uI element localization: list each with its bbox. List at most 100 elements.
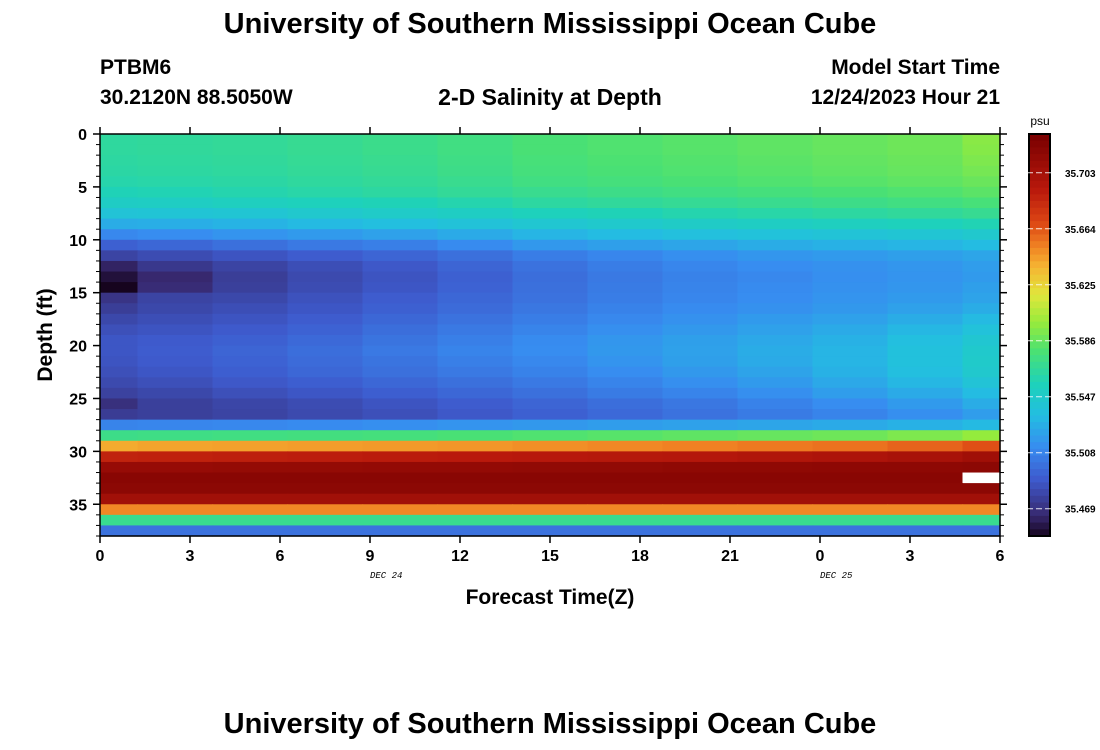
heatmap-cell xyxy=(100,186,139,199)
heatmap-cell xyxy=(887,493,964,505)
chart-subtitle: 2-D Salinity at Depth xyxy=(438,84,662,110)
y-tick-label: 0 xyxy=(78,127,87,144)
heatmap-cell xyxy=(212,504,289,516)
heatmap-cell xyxy=(437,208,514,220)
heatmap-cell xyxy=(812,239,889,251)
heatmap-cell xyxy=(212,186,289,199)
heatmap-cell xyxy=(212,282,289,294)
heatmap-cell xyxy=(887,525,964,537)
heatmap-cell xyxy=(812,134,889,146)
heatmap-cell xyxy=(100,419,139,431)
colorbar-segment xyxy=(1029,180,1050,189)
heatmap-cell xyxy=(137,419,214,431)
heatmap-cell xyxy=(512,419,589,431)
colorbar-segment xyxy=(1029,254,1050,262)
heatmap-cell xyxy=(437,134,514,146)
heatmap-cell xyxy=(287,155,364,167)
colorbar-segment xyxy=(1029,288,1050,296)
heatmap-cell xyxy=(962,186,1001,199)
heatmap-cell xyxy=(662,440,739,452)
heatmap-cell xyxy=(737,186,814,199)
heatmap-cell xyxy=(137,356,214,368)
heatmap-cell xyxy=(100,356,139,368)
heatmap-cell xyxy=(212,144,289,156)
heatmap-cell xyxy=(362,292,439,304)
heatmap-cell xyxy=(100,461,139,474)
heatmap-cell xyxy=(587,356,664,368)
x-axis-label: Forecast Time(Z) xyxy=(466,586,635,609)
heatmap-cell xyxy=(362,335,439,347)
colorbar-segment xyxy=(1029,428,1050,437)
colorbar-segment xyxy=(1029,388,1050,396)
heatmap-cell xyxy=(512,313,589,326)
heatmap-cell xyxy=(287,419,364,431)
heatmap-cell xyxy=(737,377,814,389)
heatmap-cell xyxy=(212,387,289,400)
heatmap-cell xyxy=(362,176,439,188)
heatmap-cell xyxy=(887,324,964,336)
heatmap-cell xyxy=(662,493,739,505)
heatmap-cell xyxy=(100,366,139,378)
heatmap-cell xyxy=(512,514,589,527)
heatmap-cell xyxy=(100,134,139,146)
heatmap-cell xyxy=(100,387,139,400)
y-tick-label: 20 xyxy=(69,339,87,356)
heatmap-cell xyxy=(137,250,214,262)
heatmap-cell xyxy=(737,504,814,516)
heatmap-cell xyxy=(437,271,514,283)
heatmap-cell xyxy=(100,525,139,537)
colorbar-segment xyxy=(1029,308,1050,316)
heatmap-cell xyxy=(662,186,739,199)
heatmap-cell xyxy=(812,218,889,230)
heatmap-cell xyxy=(137,504,214,516)
colorbar-segment xyxy=(1029,234,1050,242)
x-tick-label: 12 xyxy=(451,548,469,565)
colorbar-segment xyxy=(1029,268,1050,276)
heatmap-cell xyxy=(962,514,1001,527)
heatmap-cell xyxy=(962,208,1001,220)
heatmap-cell xyxy=(512,525,589,537)
heatmap-cell xyxy=(812,271,889,283)
heatmap-cell xyxy=(587,218,664,230)
heatmap-cell xyxy=(737,134,814,146)
heatmap-cell xyxy=(962,366,1001,378)
heatmap-cell xyxy=(137,493,214,505)
heatmap-cell xyxy=(587,208,664,220)
heatmap-cell xyxy=(887,440,964,452)
heatmap-cell xyxy=(587,430,664,442)
heatmap-cell xyxy=(887,461,964,474)
colorbar-segment xyxy=(1029,408,1050,416)
heatmap-cell xyxy=(812,229,889,241)
heatmap-cell xyxy=(137,208,214,220)
heatmap-cell xyxy=(137,366,214,378)
heatmap-cell xyxy=(812,313,889,326)
heatmap-cell xyxy=(962,451,1001,463)
heatmap-cell xyxy=(887,218,964,230)
heatmap-cell xyxy=(887,271,964,283)
heatmap-cell xyxy=(887,176,964,188)
heatmap-cell xyxy=(662,472,739,484)
heatmap-cell xyxy=(587,197,664,209)
heatmap-cell xyxy=(587,186,664,199)
page-title-bottom: University of Southern Mississippi Ocean… xyxy=(223,708,877,740)
colorbar-segment xyxy=(1029,194,1050,202)
colorbar-segment xyxy=(1029,395,1050,403)
heatmap-cell xyxy=(887,335,964,347)
heatmap-cell xyxy=(437,419,514,431)
heatmap-cell xyxy=(662,377,739,389)
heatmap-cell xyxy=(812,514,889,527)
heatmap-cell xyxy=(437,345,514,357)
heatmap-cell xyxy=(887,186,964,199)
heatmap-cell xyxy=(287,292,364,304)
heatmap-cell xyxy=(362,229,439,241)
colorbar-segment xyxy=(1029,381,1050,390)
heatmap-cells xyxy=(100,134,1001,537)
heatmap-cell xyxy=(212,155,289,167)
heatmap-cell xyxy=(362,514,439,527)
heatmap-cell xyxy=(662,134,739,146)
heatmap-cell xyxy=(137,409,214,421)
heatmap-cell xyxy=(287,472,364,484)
heatmap-cell xyxy=(212,239,289,251)
heatmap-cell xyxy=(962,525,1001,537)
heatmap-cell xyxy=(287,303,364,315)
